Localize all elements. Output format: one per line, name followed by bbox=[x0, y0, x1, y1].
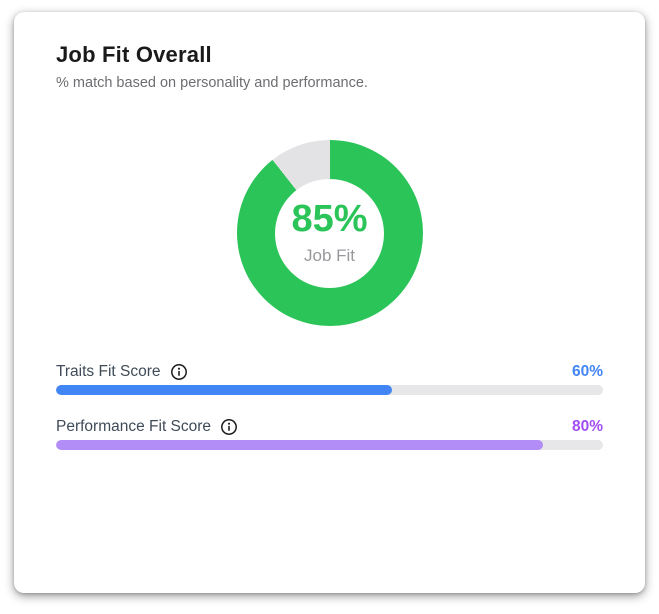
donut-caption: Job Fit bbox=[303, 246, 356, 265]
traits-fit-row: Traits Fit Score 60% bbox=[56, 362, 603, 395]
donut-chart-container: 85% Job Fit bbox=[56, 140, 603, 326]
traits-fit-label: Traits Fit Score bbox=[56, 362, 161, 380]
info-icon bbox=[170, 363, 188, 381]
performance-fit-row: Performance Fit Score 80% bbox=[56, 417, 603, 450]
score-bars-section: Traits Fit Score 60% Perf bbox=[56, 362, 603, 450]
traits-fit-value: 60% bbox=[571, 362, 603, 380]
performance-fit-label: Performance Fit Score bbox=[56, 417, 212, 435]
card-subtitle: % match based on personality and perform… bbox=[56, 75, 368, 91]
jobfit-donut: 85% Job Fit bbox=[236, 140, 423, 326]
info-icon bbox=[220, 418, 238, 436]
performance-fit-info-button[interactable] bbox=[220, 418, 238, 436]
card-title: Job Fit Overall bbox=[56, 42, 212, 67]
performance-fit-value: 80% bbox=[571, 417, 603, 435]
traits-fit-bar-track bbox=[56, 385, 603, 395]
bar-fill bbox=[56, 385, 393, 395]
donut-center: 85% Job Fit bbox=[275, 178, 384, 288]
bar-fill bbox=[56, 440, 543, 450]
performance-fit-bar-track bbox=[56, 440, 603, 450]
job-fit-card: Job Fit Overall % match based on persona… bbox=[14, 12, 645, 593]
traits-fit-info-button[interactable] bbox=[170, 363, 188, 381]
donut-percent-value: 85% bbox=[291, 198, 368, 240]
